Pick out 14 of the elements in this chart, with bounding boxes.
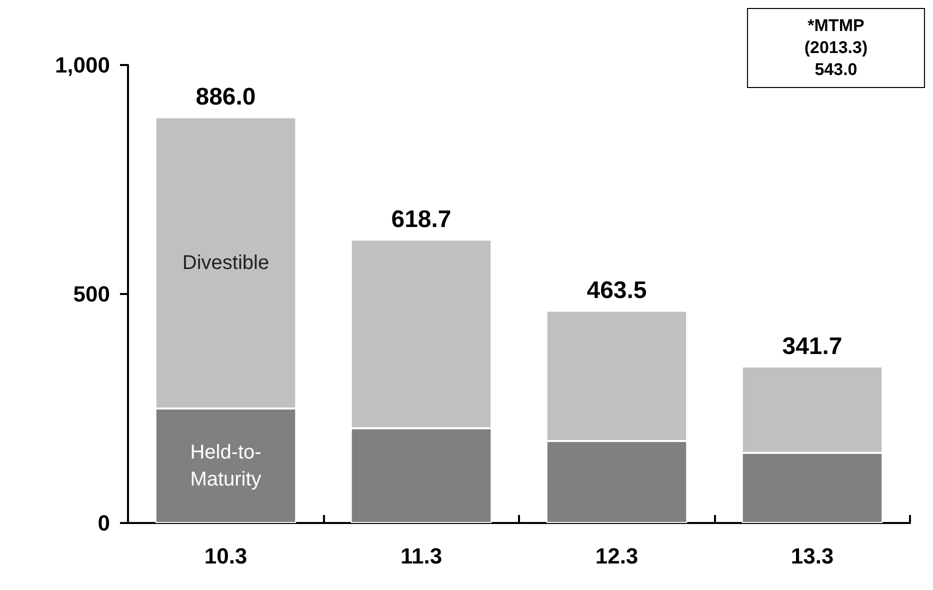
total-label: 618.7 [391,206,452,234]
x-tick-label: 13.3 [790,544,834,568]
series-label: Held-to-Maturity [190,441,262,490]
x-tick-label: 12.3 [595,544,638,568]
y-tick-label: 500 [73,282,110,306]
series-label: Divestible [182,252,270,274]
note-box: *MTMP (2013.3) 543.0 [747,8,925,88]
y-tick-label: 1,000 [54,52,110,78]
total-label: 341.7 [782,333,842,360]
y-tick-label: 0 [98,510,110,536]
x-tick-label: 11.3 [400,544,442,568]
total-label: 886.0 [196,84,256,111]
total-label: 463.5 [586,277,647,304]
x-tick-label: 10.3 [204,544,248,568]
